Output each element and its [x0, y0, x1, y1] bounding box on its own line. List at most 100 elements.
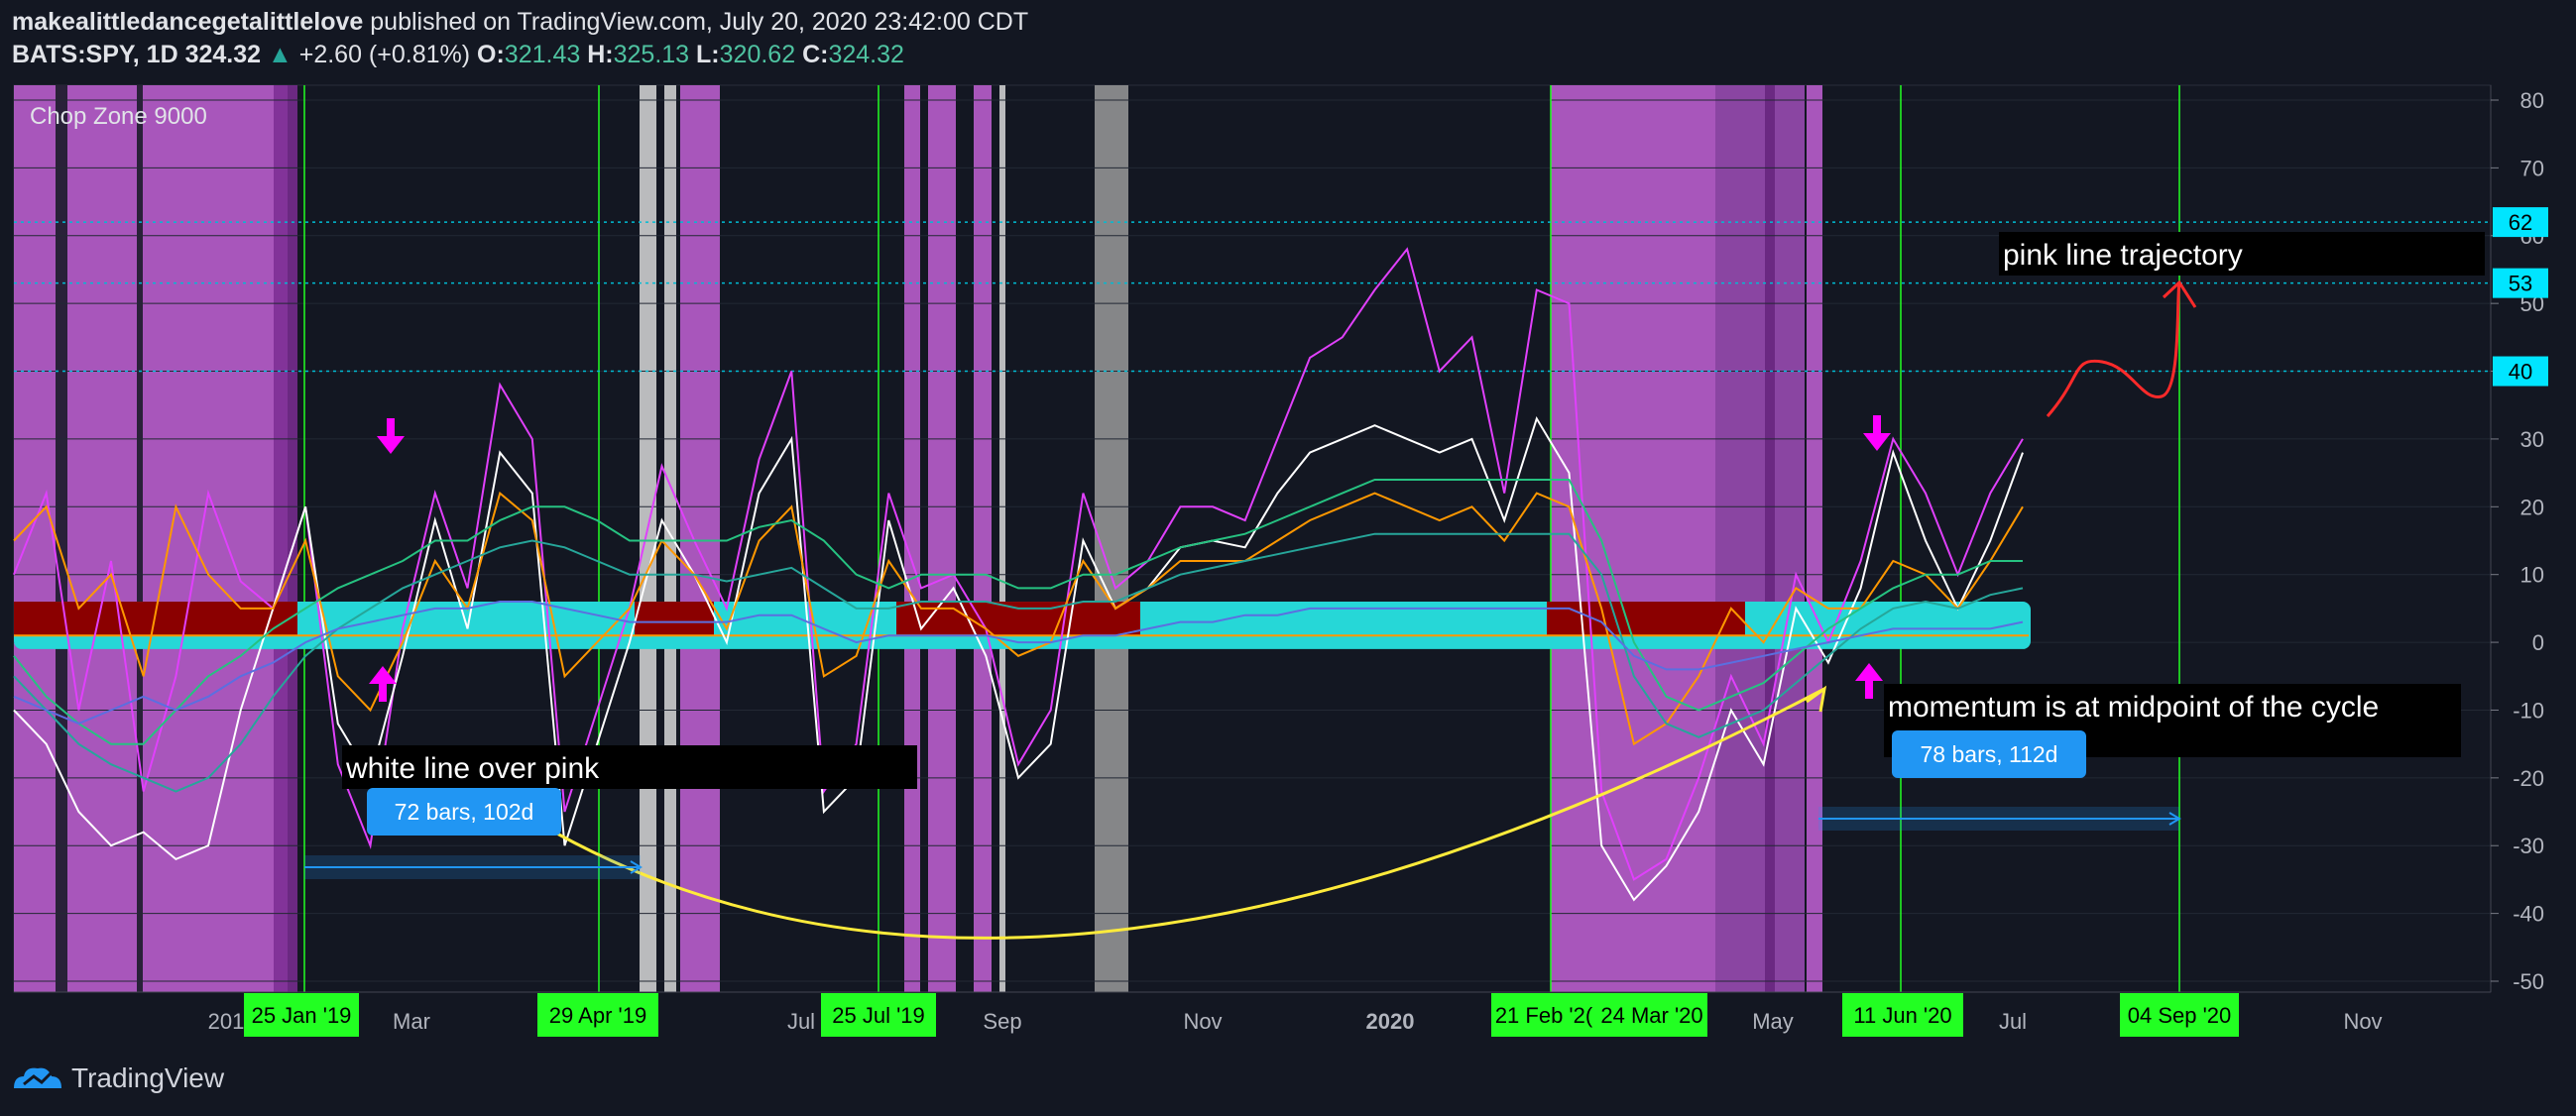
- green-line: [13, 479, 2023, 745]
- chop-band-segment: [14, 602, 297, 636]
- annotation-text: momentum is at midpoint of the cycle: [1888, 691, 2379, 724]
- y-tick-label: 80: [2520, 88, 2544, 113]
- date-highlight-box: [244, 993, 359, 1037]
- open-value: 321.43: [504, 41, 581, 68]
- orange-line: [13, 491, 2024, 746]
- chop-zone: [1095, 85, 1128, 992]
- chop-zone: [680, 85, 720, 992]
- x-tick-label: Jul: [1999, 1009, 2027, 1034]
- chop-zone: [664, 85, 676, 992]
- date-highlight-box: [1596, 993, 1707, 1037]
- y-tick-label: 20: [2520, 495, 2544, 519]
- date-highlight-label: 24 Mar '20: [1600, 1003, 1702, 1028]
- annotation-box: [342, 745, 917, 789]
- date-highlight-label: 04 Sep '20: [2128, 1003, 2232, 1028]
- high-value: 325.13: [613, 41, 690, 68]
- x-tick-label: 2020: [1366, 1009, 1415, 1034]
- date-highlight-box: [1491, 993, 1596, 1037]
- chop-zone: [56, 85, 67, 992]
- x-tick-label: Jul: [787, 1009, 815, 1034]
- close-label: C:: [802, 41, 829, 68]
- x-tick-label: Nov: [1183, 1009, 1222, 1034]
- footer: TradingView: [12, 1062, 224, 1094]
- level-label: 62: [2509, 210, 2532, 235]
- level-label: 53: [2509, 272, 2532, 296]
- annotation-text: white line over pink: [345, 752, 600, 785]
- chop-zone: [137, 85, 143, 992]
- date-range-badge-text: 72 bars, 102d: [395, 799, 534, 825]
- high-label: H:: [587, 41, 614, 68]
- chop-zone: [1765, 85, 1775, 992]
- y-tick-label: -50: [2513, 969, 2544, 994]
- publish-line: makealittledancegetalittlelove published…: [12, 6, 1028, 39]
- chop-band-segment: [896, 602, 1140, 636]
- up-arrow-icon-stem: [379, 684, 387, 702]
- date-highlight-label: 25 Jul '19: [832, 1003, 925, 1028]
- y-tick-label: 30: [2520, 427, 2544, 452]
- chart-header: makealittledancegetalittlelove published…: [12, 6, 1028, 71]
- symbol-label[interactable]: BATS:SPY, 1D: [12, 41, 178, 68]
- chop-zone: [974, 85, 992, 992]
- red-trajectory: [2046, 281, 2181, 417]
- y-tick-label: 0: [2532, 630, 2544, 655]
- y-tick-label: -10: [2513, 698, 2544, 723]
- chop-zone: [1807, 85, 1822, 992]
- indicator-name[interactable]: Chop Zone 9000: [30, 103, 207, 130]
- level-label: 40: [2509, 360, 2532, 385]
- yellow-arrowhead: [1806, 685, 1827, 713]
- down-arrow-icon: [1863, 433, 1891, 451]
- level-label-box: [2493, 268, 2548, 298]
- yellow-arc: [554, 687, 1825, 940]
- level-label-box: [2493, 207, 2548, 238]
- up-arrow-icon: ▲: [268, 41, 293, 68]
- level-label-box: [2493, 356, 2548, 387]
- down-arrow-icon: [377, 436, 405, 454]
- price-change: +2.60 (+0.81%): [298, 41, 471, 68]
- date-range-badge: [367, 788, 561, 836]
- chop-zone: [904, 85, 920, 992]
- date-highlight-label: 25 Jan '19: [252, 1003, 352, 1028]
- y-tick-label: 70: [2520, 156, 2544, 180]
- chop-zone: [1551, 85, 1715, 992]
- x-tick-label: Mar: [393, 1009, 430, 1034]
- up-arrow-icon: [369, 666, 397, 684]
- blue-line: [13, 601, 2024, 725]
- y-tick-label: -30: [2513, 834, 2544, 858]
- up-arrow-icon-stem: [1865, 681, 1873, 699]
- white-line: [13, 415, 2024, 902]
- up-arrow-icon: [1855, 663, 1883, 681]
- low-label: L:: [696, 41, 720, 68]
- down-arrow-icon-stem: [387, 418, 395, 436]
- chop-zone: [640, 85, 656, 992]
- symbol-line: BATS:SPY, 1D 324.32 ▲ +2.60 (+0.81%) O:3…: [12, 39, 1028, 71]
- publish-info: published on TradingView.com, July 20, 2…: [370, 8, 1029, 36]
- chop-zone: [1715, 85, 1765, 992]
- footer-brand[interactable]: TradingView: [71, 1062, 225, 1093]
- author-name[interactable]: makealittledancegetalittlelove: [12, 8, 364, 36]
- date-highlight-box: [2120, 993, 2239, 1037]
- open-label: O:: [477, 41, 505, 68]
- chop-zone: [1775, 85, 1805, 992]
- annotation-box: [1999, 232, 2485, 276]
- y-tick-label: -40: [2513, 902, 2544, 927]
- date-highlight-box: [821, 993, 936, 1037]
- close-value: 324.32: [828, 41, 904, 68]
- y-tick-label: -20: [2513, 766, 2544, 791]
- y-tick-label: 10: [2520, 563, 2544, 588]
- date-range-badge-text: 78 bars, 112d: [1921, 741, 2058, 767]
- x-tick-label: Sep: [983, 1009, 1021, 1034]
- tradingview-logo-icon: [14, 1067, 61, 1088]
- chop-zone: [274, 85, 297, 992]
- chop-zone: [999, 85, 1005, 992]
- red-arrowhead: [2162, 279, 2197, 308]
- x-tick-label: May: [1752, 1009, 1794, 1034]
- date-range-badge: [1892, 730, 2086, 778]
- date-range-arrow: [630, 860, 643, 874]
- date-range-arrow: [2168, 812, 2181, 826]
- chop-band-segment: [635, 602, 714, 636]
- x-tick-label: 201: [208, 1009, 245, 1034]
- pink-line: [13, 247, 2024, 881]
- down-arrow-icon-stem: [1873, 415, 1881, 433]
- date-highlight-label: 11 Jun '20: [1853, 1003, 1951, 1028]
